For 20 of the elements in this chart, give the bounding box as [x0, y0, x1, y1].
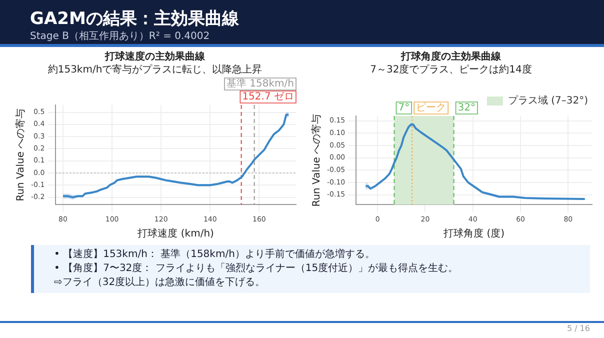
x-axis-title: 打球速度 (km/h)	[136, 228, 214, 240]
text: 5 / 16	[566, 324, 590, 333]
legend-label: プラス域 (7–32°)	[508, 94, 588, 107]
chart-title: 打球角度の主効果曲線	[400, 50, 502, 63]
text: Stage B（相互作用あり）R² = 0.4002	[30, 30, 210, 43]
y-axis-title: Run Value への寄与	[14, 108, 27, 202]
ref-line-label: 7°	[398, 102, 410, 114]
text: • 【角度】7〜32度： フライよりも「強烈なライナー（15度付近）」が最も得点を生む。	[54, 263, 458, 274]
chart-title: 打球速度の主効果曲線	[104, 50, 206, 63]
ref-line-label: 152.7 ゼロ	[242, 92, 294, 103]
chart-subtitle: 約153km/hで寄与がプラスに転じ、以降急上昇	[48, 64, 262, 76]
x-axis-title: 打球角度 (度)	[442, 228, 505, 240]
text: • 【速度】153km/h： 基準（158km/h）より手前で価値が急増する。	[54, 249, 375, 260]
ref-line-label: ピーク	[416, 102, 446, 114]
ref-line-label: 32°	[458, 102, 476, 114]
ref-line-label: 基準 158km/h	[226, 78, 294, 90]
text: GA2Mの結果：主効果曲線	[30, 8, 239, 30]
text: ⇨フライ（32度以上）は急激に価値を下げる。	[54, 277, 266, 288]
y-axis-title: Run Value への寄与	[310, 114, 323, 207]
chart-subtitle: 7～32度でプラス、ピークは約14度	[370, 64, 532, 76]
